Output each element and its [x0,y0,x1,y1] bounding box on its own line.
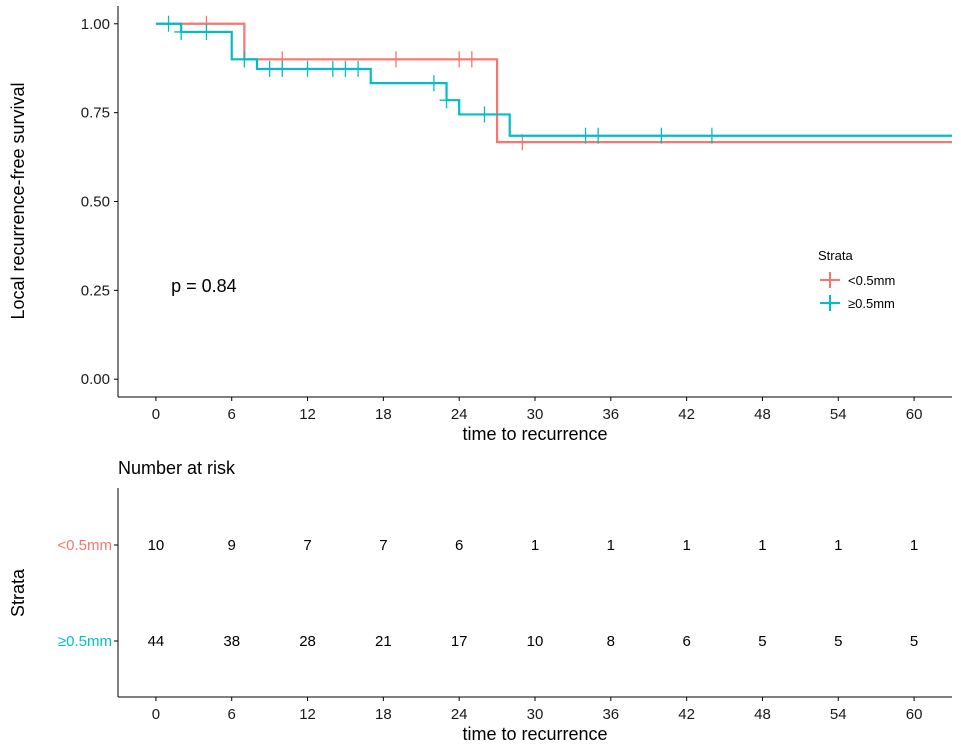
censor-mark [275,60,290,77]
risk-table-panel: Number at risk 0 6 12 18 24 30 36 42 48 54 60 <0.5… [8,458,952,744]
risk-value: 1 [834,537,842,554]
risk-value: 7 [303,537,311,554]
risk-value: 7 [379,537,387,554]
risk-value: 1 [758,537,766,554]
risk-value: 9 [228,537,236,554]
risk-x-tick-label: 0 [152,706,160,723]
km-x-ticks: 0 6 12 18 24 30 36 42 48 54 60 [152,397,923,423]
risk-value: 44 [148,633,165,650]
risk-x-tick-label: 60 [906,706,923,723]
risk-value: 28 [299,633,316,650]
risk-x-tick-label: 42 [678,706,695,723]
risk-x-tick-label: 12 [299,706,316,723]
legend-label-ge: ≥0.5mm [848,296,895,311]
risk-x-tick-label: 36 [602,706,619,723]
risk-x-tick-label: 24 [451,706,468,723]
km-curves [155,15,952,151]
km-x-tick-label: 30 [527,406,544,423]
risk-value: 38 [223,633,240,650]
risk-x-tick-label: 54 [830,706,847,723]
risk-x-ticks: 0 6 12 18 24 30 36 42 48 54 60 [152,697,923,723]
censor-mark [477,106,492,123]
risk-x-tick-label: 18 [375,706,392,723]
km-x-axis-title: time to recurrence [462,424,607,444]
km-y-tick-label: 0.00 [81,371,110,388]
risk-value: 1 [910,537,918,554]
risk-x-axis-title: time to recurrence [462,724,607,744]
risk-value: 10 [527,633,544,650]
km-y-axis-title: Local recurrence-free survival [8,82,28,319]
km-x-tick-label: 6 [228,406,236,423]
risk-value: 5 [910,633,918,650]
km-x-tick-label: 0 [152,406,160,423]
censor-mark [452,51,467,68]
risk-value: 6 [682,633,690,650]
censor-mark [439,92,454,109]
censor-mark [351,60,366,77]
km-y-ticks: 0.00 0.25 0.50 0.75 1.00 [81,16,118,388]
censor-mark [578,127,593,144]
km-x-tick-label: 54 [830,406,847,423]
censor-mark [199,23,214,40]
risk-value: 17 [451,633,468,650]
censor-mark [300,60,315,77]
risk-table-title: Number at risk [118,458,236,478]
censor-mark [325,60,340,77]
censor-mark [591,127,606,144]
km-y-tick-label: 0.50 [81,194,110,211]
risk-row-label: <0.5mm [57,537,112,554]
censor-mark [262,60,277,77]
km-x-tick-label: 36 [602,406,619,423]
km-x-tick-label: 48 [754,406,771,423]
censor-mark [464,51,479,68]
censor-mark [161,15,176,32]
risk-value: 1 [531,537,539,554]
risk-value: 1 [682,537,690,554]
censor-mark [426,75,441,92]
risk-rows: <0.5mm 10 9 7 7 6 1 1 1 1 1 1 ≥0.5mm 44 38 28 21 17 10 8 6 5 5… [57,537,918,650]
risk-x-tick-label: 30 [527,706,544,723]
legend-label-lt: <0.5mm [848,273,895,288]
censor-mark [654,127,669,144]
km-x-tick-label: 60 [906,406,923,423]
risk-value: 5 [758,633,766,650]
risk-row-label: ≥0.5mm [58,633,112,650]
km-y-tick-label: 1.00 [81,16,110,33]
survival-curve-series-0 [155,22,952,144]
legend-title: Strata [818,248,853,263]
risk-value: 21 [375,633,392,650]
censor-mark [338,60,353,77]
km-panel: 0.00 0.25 0.50 0.75 1.00 0 6 12 18 24 30 36 42 48 54 6… [8,6,952,444]
risk-x-tick-label: 48 [754,706,771,723]
risk-value: 6 [455,537,463,554]
risk-value: 5 [834,633,842,650]
censor-mark [389,51,403,68]
legend-key-1 [820,295,840,311]
censor-mark [237,51,252,68]
km-x-tick-label: 42 [678,406,695,423]
censor-mark [174,23,189,40]
km-x-tick-label: 18 [375,406,392,423]
censor-mark [704,127,719,144]
p-value-annotation: p = 0.84 [171,276,237,296]
legend: Strata <0.5mm ≥0.5mm [818,248,895,311]
km-y-tick-label: 0.75 [81,105,110,122]
risk-y-axis-title: Strata [8,568,28,617]
legend-key-0 [820,272,840,288]
survival-curve-series-1 [155,22,952,137]
km-x-tick-label: 24 [451,406,468,423]
risk-x-tick-label: 6 [228,706,236,723]
km-y-tick-label: 0.25 [81,282,110,299]
risk-value: 8 [607,633,615,650]
km-x-tick-label: 12 [299,406,316,423]
risk-value: 1 [607,537,615,554]
risk-value: 10 [148,537,165,554]
legend-keys [820,272,840,311]
